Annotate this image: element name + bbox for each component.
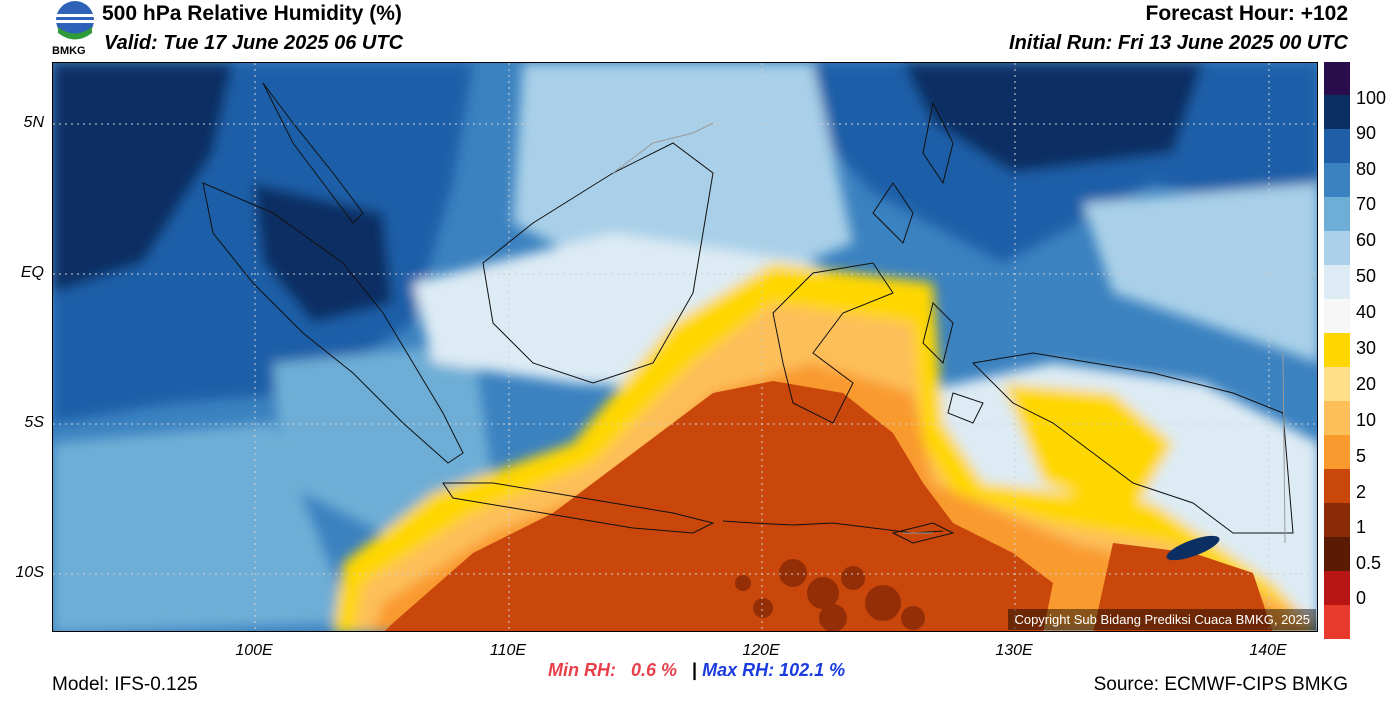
copyright-note: Copyright Sub Bidang Prediksi Cuaca BMKG… (1008, 609, 1316, 630)
forecast-hour: Forecast Hour: +102 (1145, 2, 1349, 25)
lat-label-eq: EQ (20, 264, 44, 281)
colorbar-label-1: 1 (1356, 517, 1367, 537)
min-rh-label: Min RH: (548, 660, 616, 680)
lat-label-5s: 5S (24, 414, 44, 431)
colorbar-label-60: 60 (1356, 230, 1377, 250)
colorbar-label-30: 30 (1356, 338, 1377, 358)
colorbar-label-2: 2 (1356, 482, 1367, 502)
colorbar-label-50: 50 (1356, 266, 1377, 286)
lon-label-110e: 110E (489, 642, 527, 659)
lon-label-140e: 140E (1249, 642, 1287, 659)
max-rh-label: Max RH: (702, 660, 775, 680)
colorbar-label-90: 90 (1356, 123, 1377, 143)
humidity-map (52, 62, 1318, 632)
bmkg-logo (52, 0, 98, 60)
colorbar (1324, 62, 1350, 639)
colorbar-label-80: 80 (1356, 159, 1377, 179)
colorbar-label-5: 5 (1356, 446, 1367, 466)
chart-title: 500 hPa Relative Humidity (%) (102, 2, 402, 25)
colorbar-label-10: 10 (1356, 410, 1377, 430)
colorbar-label-70: 70 (1356, 194, 1377, 214)
colorbar-label-100: 100 (1356, 88, 1387, 108)
separator: | (692, 660, 698, 680)
colorbar-label-0: 0 (1356, 588, 1367, 608)
source-credit: Source: ECMWF-CIPS BMKG (1093, 674, 1348, 695)
model-name: Model: IFS-0.125 (52, 674, 198, 695)
lon-label-100e: 100E (235, 642, 273, 659)
lat-label-5n: 5N (23, 114, 44, 131)
logo-text: BMKG (52, 45, 86, 57)
lon-label-120e: 120E (742, 642, 780, 659)
colorbar-label-0-5: 0.5 (1356, 553, 1382, 573)
min-rh-value: 0.6 % (631, 660, 678, 680)
lon-label-130e: 130E (995, 642, 1033, 659)
colorbar-label-40: 40 (1356, 302, 1377, 322)
valid-time: Valid: Tue 17 June 2025 06 UTC (104, 32, 404, 54)
min-max-readout: Min RH: 0.6 % | Max RH: 102.1 % (548, 660, 845, 681)
max-rh-value: 102.1 % (779, 660, 846, 680)
lat-label-10s: 10S (15, 564, 44, 581)
initial-run: Initial Run: Fri 13 June 2025 00 UTC (1009, 32, 1348, 54)
colorbar-label-20: 20 (1356, 374, 1377, 394)
